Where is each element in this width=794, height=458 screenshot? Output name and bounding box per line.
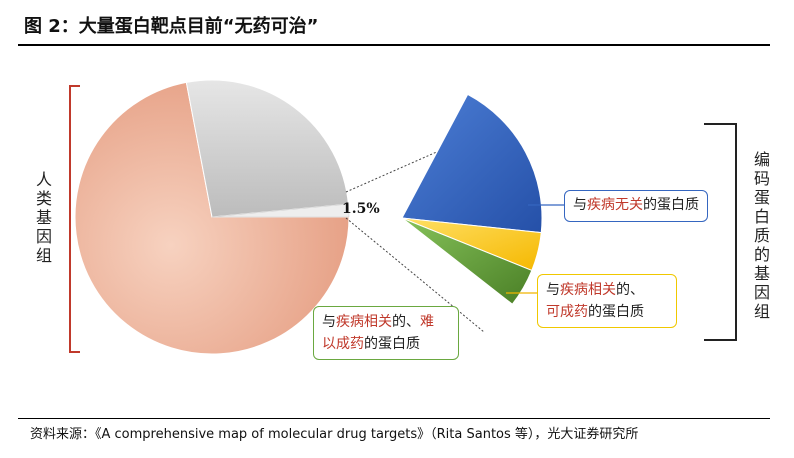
right-bracket [704,123,737,341]
callout-line-1: 与疾病相关的、难 [322,311,450,333]
callout-text: 的蛋白质 [588,304,644,320]
percent-label: 1.5% [342,201,380,217]
pie-slice-1-5-percent [211,203,350,218]
callout-text: 与 [546,282,560,298]
left-bracket [69,85,80,353]
pie-slice-genome-rest [74,81,350,355]
callout-druggable: 与疾病相关的、 可成药的蛋白质 [537,274,677,328]
callout-line-2: 以成药的蛋白质 [322,333,450,355]
callout-text: 的蛋白质 [643,197,699,213]
figure-title: 图 2：大量蛋白靶点目前“无药可治” [24,16,319,37]
callout-text: 与 [573,197,587,213]
callout-text: 的蛋白质 [364,336,420,352]
callout-highlight: 疾病无关 [587,197,643,213]
source-rule [18,418,770,419]
callout-text: 的、 [392,314,420,330]
left-axis-label: 人类基因组 [35,170,52,265]
title-rule [18,44,770,46]
callout-line-1: 与疾病相关的、 [546,279,668,301]
detail-slice-disease-unrelated [401,93,543,234]
callout-disease-unrelated: 与疾病无关的蛋白质 [564,190,708,222]
pie-slice-protein-coding [185,79,349,218]
callout-text: 的、 [616,282,644,298]
callout-highlight: 以成药 [322,336,364,352]
callout-highlight: 疾病相关 [560,282,616,298]
callout-text: 与 [322,314,336,330]
callout-line-2: 可成药的蛋白质 [546,301,668,323]
right-axis-label: 编码蛋白质的基因组 [753,150,770,321]
source-note: 资料来源：《A comprehensive map of molecular d… [30,427,639,442]
connector-line-bottom [345,217,485,333]
callout-highlight: 可成药 [546,304,588,320]
detail-slice-hard-to-drug [401,217,533,305]
callout-highlight: 疾病相关 [336,314,392,330]
callout-hard-to-drug: 与疾病相关的、难 以成药的蛋白质 [313,306,459,360]
callout-highlight: 难 [420,314,434,330]
